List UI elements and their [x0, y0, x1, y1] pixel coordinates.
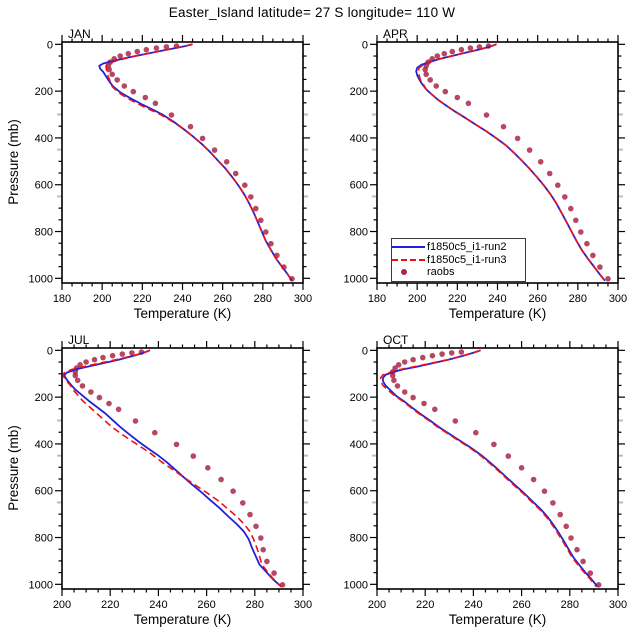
- svg-text:300: 300: [294, 599, 312, 611]
- svg-text:200: 200: [53, 599, 71, 611]
- svg-text:220: 220: [101, 599, 119, 611]
- legend-label-run2: f1850c5_i1-run2: [427, 241, 507, 254]
- svg-text:280: 280: [246, 599, 264, 611]
- panel-title-jan: JAN: [68, 27, 91, 41]
- legend-row-run2: f1850c5_i1-run2: [392, 241, 525, 254]
- svg-text:280: 280: [569, 293, 587, 305]
- svg-text:300: 300: [609, 599, 627, 611]
- legend-label-run3: f1850c5_i1-run3: [427, 253, 507, 266]
- legend: f1850c5_i1-run2 f1850c5_i1-run3 raobs: [391, 238, 526, 282]
- svg-text:300: 300: [294, 293, 312, 305]
- panel-title-jul: JUL: [68, 333, 90, 347]
- svg-text:200: 200: [350, 86, 368, 98]
- legend-solid-line-icon: [392, 246, 425, 249]
- svg-text:300: 300: [609, 293, 627, 305]
- svg-text:600: 600: [350, 486, 368, 498]
- svg-text:260: 260: [512, 599, 530, 611]
- svg-text:220: 220: [448, 293, 466, 305]
- svg-text:280: 280: [561, 599, 579, 611]
- legend-row-raobs: raobs: [392, 266, 525, 279]
- svg-text:240: 240: [488, 293, 506, 305]
- svg-text:200: 200: [368, 599, 386, 611]
- svg-text:260: 260: [197, 599, 215, 611]
- svg-text:600: 600: [35, 180, 53, 192]
- legend-dot-icon: [401, 269, 407, 276]
- svg-text:400: 400: [350, 439, 368, 451]
- svg-text:1000: 1000: [344, 273, 368, 285]
- legend-dashed-line-icon: [392, 258, 425, 261]
- svg-text:220: 220: [416, 599, 434, 611]
- svg-text:240: 240: [149, 599, 167, 611]
- svg-text:260: 260: [213, 293, 231, 305]
- x-axis-label-apr: Temperature (K): [448, 306, 547, 321]
- x-axis-label-jul: Temperature (K): [133, 612, 232, 627]
- x-axis-label-oct: Temperature (K): [448, 612, 547, 627]
- svg-text:200: 200: [93, 293, 111, 305]
- svg-text:240: 240: [464, 599, 482, 611]
- svg-text:240: 240: [173, 293, 191, 305]
- page-title: Easter_Island latitude= 27 S longitude= …: [168, 5, 456, 20]
- svg-text:200: 200: [350, 392, 368, 404]
- panel-title-oct: OCT: [383, 333, 409, 347]
- svg-text:200: 200: [408, 293, 426, 305]
- svg-text:0: 0: [47, 39, 53, 51]
- svg-text:1000: 1000: [29, 579, 53, 591]
- svg-text:280: 280: [254, 293, 272, 305]
- y-axis-label-top: Pressure (mb): [6, 119, 21, 205]
- svg-text:0: 0: [362, 39, 368, 51]
- y-axis-label-bottom: Pressure (mb): [6, 425, 21, 511]
- x-axis-label-jan: Temperature (K): [133, 306, 232, 321]
- svg-text:600: 600: [35, 486, 53, 498]
- legend-row-run3: f1850c5_i1-run3: [392, 254, 525, 267]
- svg-text:260: 260: [528, 293, 546, 305]
- svg-text:1000: 1000: [29, 273, 53, 285]
- svg-text:400: 400: [350, 133, 368, 145]
- legend-label-raobs: raobs: [427, 266, 455, 279]
- svg-text:400: 400: [35, 439, 53, 451]
- svg-text:220: 220: [133, 293, 151, 305]
- svg-text:200: 200: [35, 392, 53, 404]
- svg-text:800: 800: [35, 533, 53, 545]
- svg-text:180: 180: [53, 293, 71, 305]
- svg-text:800: 800: [35, 227, 53, 239]
- svg-text:1000: 1000: [344, 579, 368, 591]
- svg-text:800: 800: [350, 533, 368, 545]
- svg-text:0: 0: [362, 345, 368, 357]
- svg-text:180: 180: [368, 293, 386, 305]
- svg-text:400: 400: [35, 133, 53, 145]
- svg-text:800: 800: [350, 227, 368, 239]
- svg-text:600: 600: [350, 180, 368, 192]
- svg-text:0: 0: [47, 345, 53, 357]
- svg-text:200: 200: [35, 86, 53, 98]
- panel-title-apr: APR: [383, 27, 408, 41]
